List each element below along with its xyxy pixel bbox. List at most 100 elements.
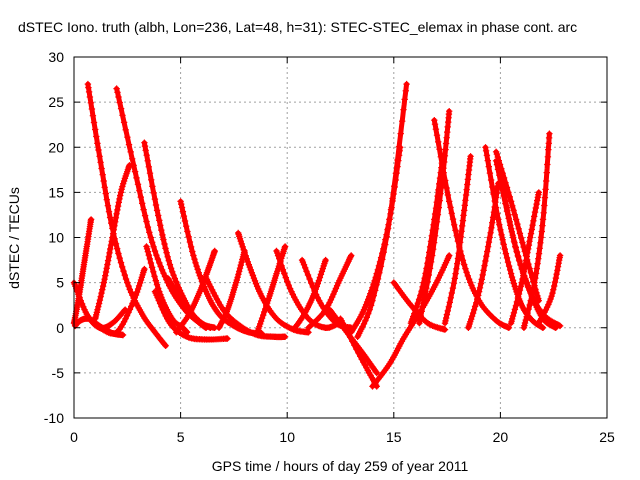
plus-marker: [132, 291, 140, 299]
plus-marker: [519, 275, 526, 283]
plus-marker: [170, 272, 177, 279]
plus-marker: [152, 201, 160, 209]
plus-marker: [451, 275, 458, 282]
plus-marker: [537, 234, 545, 241]
plus-marker: [483, 253, 490, 260]
plus-marker: [506, 266, 514, 274]
plus-marker: [143, 152, 150, 159]
plus-marker: [465, 276, 473, 283]
plus-marker: [146, 170, 154, 177]
chart-title: dSTEC Iono. truth (albh, Lon=236, Lat=48…: [18, 19, 577, 35]
plus-marker: [131, 168, 139, 175]
plus-marker: [523, 313, 530, 320]
plus-marker: [105, 208, 113, 215]
plus-marker: [154, 255, 162, 263]
plus-marker: [179, 331, 186, 338]
plus-marker: [470, 306, 478, 313]
plus-marker: [314, 294, 321, 301]
plus-marker: [359, 323, 366, 330]
plus-marker: [449, 215, 457, 223]
plus-marker: [370, 292, 377, 299]
plus-marker: [113, 329, 120, 336]
plus-marker: [94, 140, 101, 147]
plus-marker: [400, 106, 407, 113]
plus-marker: [114, 245, 121, 252]
plus-marker: [106, 249, 113, 257]
plus-marker: [166, 261, 174, 268]
plus-marker: [111, 222, 118, 229]
plus-marker: [172, 278, 180, 285]
y-tick-label: 5: [56, 275, 64, 291]
plus-marker: [260, 311, 267, 319]
plus-marker: [528, 274, 536, 281]
plus-marker: [283, 323, 290, 330]
plus-marker: [525, 305, 532, 313]
plus-marker: [519, 239, 526, 246]
plus-marker: [534, 260, 541, 267]
plus-marker: [104, 261, 111, 268]
plus-marker: [543, 169, 550, 176]
plus-marker: [504, 258, 512, 266]
plus-marker: [394, 156, 401, 164]
plus-marker: [443, 314, 450, 322]
plus-marker: [261, 308, 268, 316]
series-arc: [535, 252, 564, 327]
plus-marker: [101, 276, 108, 283]
plus-marker: [192, 259, 199, 266]
plus-marker: [403, 80, 410, 88]
plus-marker: [531, 213, 538, 220]
plus-marker: [218, 320, 225, 327]
plus-marker: [499, 236, 506, 243]
plus-marker: [124, 134, 131, 141]
plus-marker: [445, 303, 452, 310]
plus-marker: [183, 223, 190, 230]
plus-marker: [528, 226, 535, 233]
plus-marker: [97, 159, 104, 166]
plus-marker: [453, 265, 460, 272]
plus-marker: [485, 163, 492, 170]
plus-marker: [355, 349, 362, 357]
plus-marker: [535, 297, 542, 304]
plus-marker: [526, 238, 533, 245]
plus-marker: [153, 207, 161, 214]
plus-marker: [249, 272, 257, 279]
plus-marker: [417, 312, 424, 320]
plus-marker: [162, 342, 169, 349]
plus-marker: [461, 261, 468, 268]
plus-marker: [379, 256, 386, 263]
plus-marker: [538, 228, 545, 235]
x-tick-label: 15: [386, 429, 402, 445]
plus-marker: [316, 274, 324, 281]
plus-marker: [119, 183, 126, 190]
plus-marker: [517, 283, 525, 290]
plus-marker: [95, 303, 102, 310]
plus-marker: [318, 268, 326, 275]
plus-marker: [351, 342, 358, 349]
plus-marker: [387, 206, 395, 213]
plus-marker: [508, 273, 516, 281]
plus-marker: [377, 263, 385, 270]
plus-marker: [437, 190, 444, 197]
plus-marker: [468, 282, 475, 289]
plus-marker: [503, 184, 511, 191]
plus-marker: [304, 271, 312, 279]
plus-marker: [281, 243, 289, 250]
plus-marker: [456, 244, 463, 251]
plus-marker: [103, 265, 110, 272]
plus-marker: [462, 265, 469, 272]
plus-marker: [413, 303, 420, 311]
plus-marker: [257, 320, 264, 328]
plus-marker: [237, 261, 244, 269]
plus-marker: [452, 227, 459, 234]
plus-marker: [526, 265, 533, 272]
plus-marker: [531, 208, 539, 216]
y-axis-title: dSTEC / TECUs: [6, 187, 22, 289]
plus-marker: [100, 279, 107, 286]
plus-marker: [512, 216, 520, 223]
plus-marker: [514, 294, 522, 302]
plus-marker: [85, 84, 92, 91]
plus-marker: [96, 153, 103, 160]
plus-marker: [474, 295, 481, 303]
plus-marker: [520, 268, 528, 275]
plus-marker: [146, 255, 153, 263]
